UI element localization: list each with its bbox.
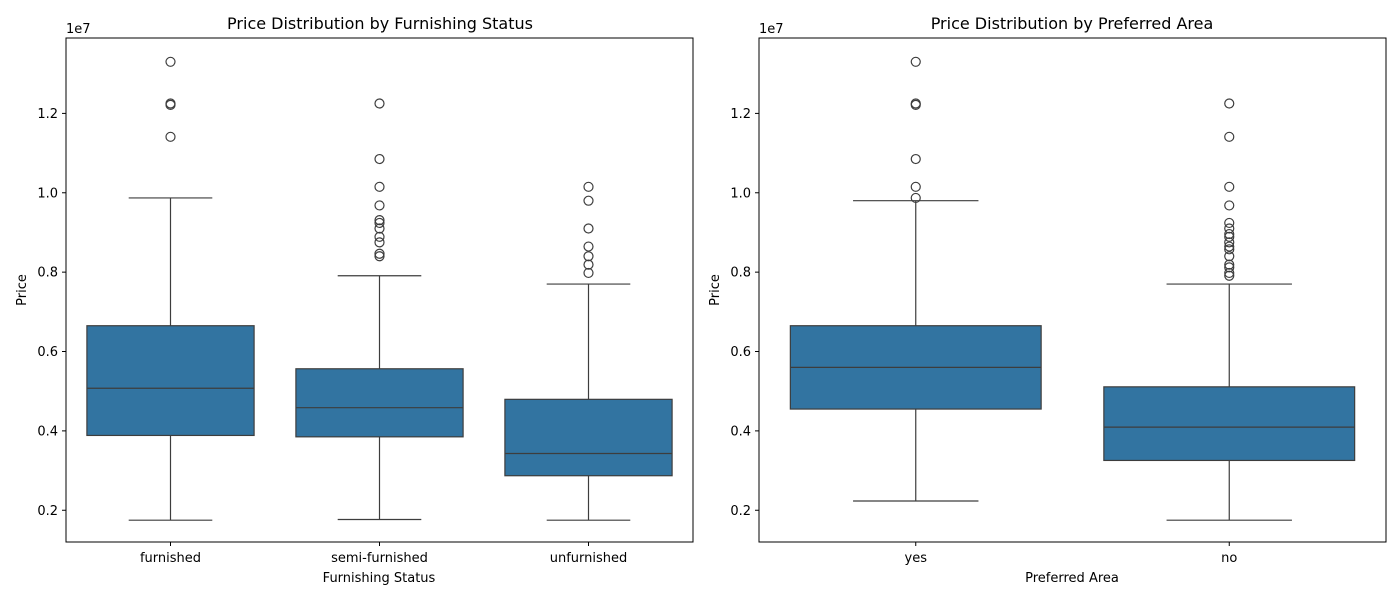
outlier-point bbox=[583, 251, 594, 262]
outlier-point bbox=[374, 223, 385, 234]
outlier-point bbox=[1224, 237, 1235, 248]
x-tick-label: no bbox=[1221, 551, 1237, 566]
y-tick-label: 1.0 bbox=[37, 186, 58, 201]
outlier-point bbox=[165, 56, 176, 67]
y-tick-label: 0.8 bbox=[730, 266, 751, 281]
outlier-point bbox=[374, 217, 385, 229]
outlier-point bbox=[910, 153, 921, 165]
panel-preferred-xlabel: Preferred Area bbox=[1025, 571, 1119, 586]
outlier-point bbox=[1224, 181, 1235, 192]
outlier-point bbox=[1224, 217, 1235, 229]
box-iqr bbox=[1103, 386, 1356, 462]
outlier-point bbox=[910, 181, 921, 192]
outlier-point bbox=[165, 131, 176, 142]
outlier-point bbox=[583, 195, 594, 206]
outlier-point bbox=[374, 215, 385, 226]
outlier-point bbox=[1224, 231, 1235, 242]
x-tick-label: furnished bbox=[140, 551, 201, 566]
outlier-point bbox=[1224, 228, 1235, 240]
outlier-point bbox=[1224, 98, 1235, 109]
panel-furnishing-ylabel: Price bbox=[15, 274, 30, 306]
plot-frame bbox=[758, 37, 1387, 543]
y-tick-label: 0.4 bbox=[730, 424, 751, 439]
outlier-point bbox=[1224, 267, 1235, 279]
outlier-point bbox=[1224, 259, 1235, 270]
x-tick-label: yes bbox=[905, 551, 928, 566]
y-tick-label: 1.0 bbox=[730, 186, 751, 201]
box-iqr bbox=[504, 398, 673, 477]
outlier-point bbox=[1224, 270, 1235, 281]
y-tick-label: 0.8 bbox=[37, 266, 58, 281]
outlier-point bbox=[1224, 262, 1235, 273]
y-tick-label: 0.2 bbox=[730, 504, 751, 519]
box-iqr bbox=[86, 325, 255, 437]
outlier-point bbox=[1224, 131, 1235, 142]
outlier-point bbox=[1224, 251, 1235, 262]
outlier-point bbox=[910, 192, 921, 204]
outlier-point bbox=[910, 56, 921, 67]
y-tick-label: 0.6 bbox=[37, 345, 58, 360]
panel-furnishing-xlabel: Furnishing Status bbox=[323, 571, 436, 586]
outlier-point bbox=[1224, 241, 1235, 252]
panel-furnishing-title: Price Distribution by Furnishing Status bbox=[227, 14, 533, 33]
outlier-point bbox=[1224, 223, 1235, 234]
outlier-point bbox=[374, 181, 385, 192]
outlier-point bbox=[374, 231, 385, 242]
outlier-point bbox=[583, 267, 594, 279]
outlier-point bbox=[374, 251, 385, 262]
y-tick-label: 1.2 bbox=[730, 107, 751, 122]
chart-marks: 0.2 0.4 0.6 0.8 1.0 1.2 furnished semi-furnishe… bbox=[37, 37, 1387, 566]
outlier-point bbox=[374, 153, 385, 165]
x-tick-label: unfurnished bbox=[550, 551, 628, 566]
outlier-point bbox=[374, 248, 385, 259]
panel-preferred-title: Price Distribution by Preferred Area bbox=[931, 14, 1214, 33]
outlier-point bbox=[583, 181, 594, 192]
outlier-point bbox=[1224, 244, 1235, 255]
outlier-point bbox=[374, 237, 385, 248]
outlier-point bbox=[583, 223, 594, 234]
outlier-point bbox=[910, 99, 921, 110]
box-iqr bbox=[295, 368, 464, 438]
y-tick-label: 0.2 bbox=[37, 504, 58, 519]
outlier-point bbox=[165, 99, 176, 110]
outlier-point bbox=[374, 200, 385, 211]
x-tick-label: semi-furnished bbox=[331, 551, 428, 566]
y-tick-label: 1.2 bbox=[37, 107, 58, 122]
outlier-point bbox=[1224, 200, 1235, 211]
panel-preferred-ylabel: Price bbox=[708, 274, 723, 306]
y-tick-label: 0.6 bbox=[730, 345, 751, 360]
outlier-point bbox=[583, 259, 594, 270]
panel-furnishing-scale-label: 1e7 bbox=[66, 22, 91, 37]
panel-preferred-scale-label: 1e7 bbox=[759, 22, 784, 37]
outlier-point bbox=[374, 98, 385, 109]
y-tick-label: 0.4 bbox=[37, 424, 58, 439]
outlier-point bbox=[583, 241, 594, 252]
